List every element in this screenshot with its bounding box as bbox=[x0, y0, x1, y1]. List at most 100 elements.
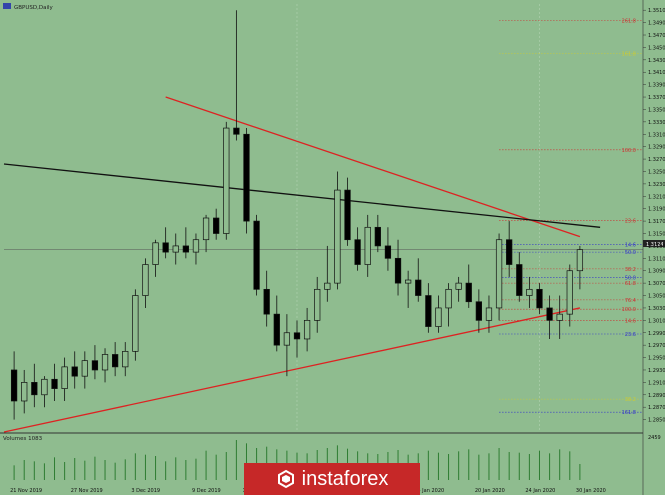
price-tick-label: 1.3310 bbox=[648, 132, 665, 138]
price-tick-label: 1.3410 bbox=[648, 70, 665, 76]
bullish-candle bbox=[334, 189, 341, 284]
fib-level-label: 23.6 bbox=[625, 218, 636, 224]
bullish-candle bbox=[192, 239, 200, 253]
bearish-candle bbox=[475, 301, 482, 321]
bearish-candle bbox=[10, 369, 18, 402]
bearish-candle bbox=[374, 226, 381, 247]
bearish-candle bbox=[31, 382, 38, 396]
bearish-candle bbox=[162, 242, 169, 253]
bearish-candle bbox=[465, 282, 472, 303]
volume-max-label: 2459 bbox=[648, 435, 661, 441]
price-tick-label: 1.3190 bbox=[648, 207, 665, 213]
bullish-candle bbox=[61, 366, 68, 389]
bearish-candle bbox=[516, 264, 523, 296]
price-tick-label: 1.3110 bbox=[648, 256, 665, 262]
bullish-candle bbox=[303, 319, 311, 340]
trendline bbox=[3, 307, 581, 433]
bearish-candle bbox=[425, 295, 432, 327]
volume-panel-title: Volumes 1083 bbox=[3, 436, 43, 442]
price-tick-label: 1.3430 bbox=[648, 58, 665, 64]
fib-level-label: 50.0 bbox=[625, 250, 636, 256]
price-tick-label: 1.2850 bbox=[648, 418, 665, 424]
price-tick-label: 1.2970 bbox=[648, 343, 665, 349]
fib-level-label: 38.2 bbox=[625, 267, 636, 273]
bearish-candle bbox=[506, 239, 513, 265]
bearish-candle bbox=[394, 257, 402, 284]
price-tick-label: 1.3230 bbox=[648, 182, 665, 188]
bullish-candle bbox=[566, 270, 573, 315]
bullish-candle bbox=[41, 378, 48, 396]
fib-level-label: 14.6 bbox=[625, 318, 636, 324]
bullish-candle bbox=[152, 242, 159, 265]
bearish-candle bbox=[546, 307, 553, 321]
price-tick-label: 1.3350 bbox=[648, 107, 665, 113]
price-tick-label: 1.3270 bbox=[648, 157, 665, 163]
bullish-candle bbox=[132, 295, 139, 352]
bearish-candle bbox=[536, 288, 543, 309]
fib-level-label: 161.8 bbox=[622, 410, 636, 416]
date-label: 21 Nov 2019 bbox=[10, 488, 42, 494]
price-tick-label: 1.3290 bbox=[648, 145, 665, 151]
price-tick-label: 1.3450 bbox=[648, 45, 665, 51]
bullish-candle bbox=[576, 249, 584, 272]
bullish-candle bbox=[455, 282, 462, 290]
trendline bbox=[3, 163, 601, 228]
fib-level-label: 261.8 bbox=[622, 19, 636, 25]
fib-level-label: 161.8 bbox=[622, 52, 636, 58]
price-tick-label: 1.2910 bbox=[648, 380, 665, 386]
fib-level-label: 50.0 bbox=[625, 276, 636, 282]
bearish-candle bbox=[273, 313, 280, 346]
price-tick-label: 1.2990 bbox=[648, 331, 665, 337]
price-tick-label: 1.3130 bbox=[648, 244, 665, 250]
bullish-candle bbox=[485, 307, 493, 321]
bullish-candle bbox=[526, 288, 533, 296]
fib-level-label: 38.2 bbox=[625, 397, 636, 403]
bullish-candle bbox=[283, 332, 291, 346]
window-title: GBPUSD,Daily bbox=[14, 5, 54, 11]
price-tick-label: 1.3330 bbox=[648, 120, 665, 126]
bearish-candle bbox=[263, 288, 270, 315]
price-tick-label: 1.3490 bbox=[648, 21, 665, 27]
date-label: 20 Jan 2020 bbox=[475, 488, 505, 494]
instaforex-logo-icon bbox=[276, 469, 296, 489]
bullish-candle bbox=[314, 288, 321, 321]
price-tick-label: 1.2890 bbox=[648, 393, 665, 399]
price-tick-label: 1.2950 bbox=[648, 356, 665, 362]
fib-level-label: 61.8 bbox=[625, 281, 636, 287]
bearish-candle bbox=[51, 378, 58, 389]
date-label: 27 Nov 2019 bbox=[71, 488, 103, 494]
price-tick-label: 1.3210 bbox=[648, 194, 665, 200]
bearish-candle bbox=[213, 217, 220, 234]
date-label: 3 Dec 2019 bbox=[131, 488, 160, 494]
fib-level-label: 76.4 bbox=[625, 298, 636, 304]
date-label: 30 Jan 2020 bbox=[576, 488, 606, 494]
bullish-candle bbox=[81, 360, 88, 377]
current-price-label: 1.3124 bbox=[646, 242, 664, 248]
bullish-candle bbox=[495, 239, 503, 309]
trendline bbox=[165, 96, 581, 238]
bearish-candle bbox=[71, 366, 78, 377]
bullish-candle bbox=[172, 245, 179, 253]
bearish-candle bbox=[253, 220, 260, 290]
bullish-candle bbox=[445, 288, 452, 309]
price-tick-label: 1.3050 bbox=[648, 294, 665, 300]
banner-text: instaforex bbox=[301, 467, 389, 490]
price-tick-label: 1.3510 bbox=[648, 8, 665, 14]
price-tick-label: 1.2930 bbox=[648, 368, 665, 374]
price-tick-label: 1.3390 bbox=[648, 83, 665, 89]
fib-level-label: 14.6 bbox=[625, 243, 636, 249]
bullish-candle bbox=[223, 127, 230, 234]
price-tick-label: 1.2870 bbox=[648, 405, 665, 411]
bearish-candle bbox=[91, 360, 99, 371]
price-tick-label: 1.3090 bbox=[648, 269, 665, 275]
bullish-candle bbox=[122, 351, 129, 368]
chart-window-icon bbox=[3, 3, 11, 9]
bullish-candle bbox=[21, 382, 28, 402]
bullish-candle bbox=[142, 264, 149, 296]
bearish-candle bbox=[293, 332, 301, 340]
instaforex-banner[interactable]: instaforex bbox=[244, 463, 420, 495]
bullish-candle bbox=[202, 217, 210, 241]
price-tick-label: 1.3010 bbox=[648, 318, 665, 324]
current-price-tag bbox=[643, 240, 665, 247]
